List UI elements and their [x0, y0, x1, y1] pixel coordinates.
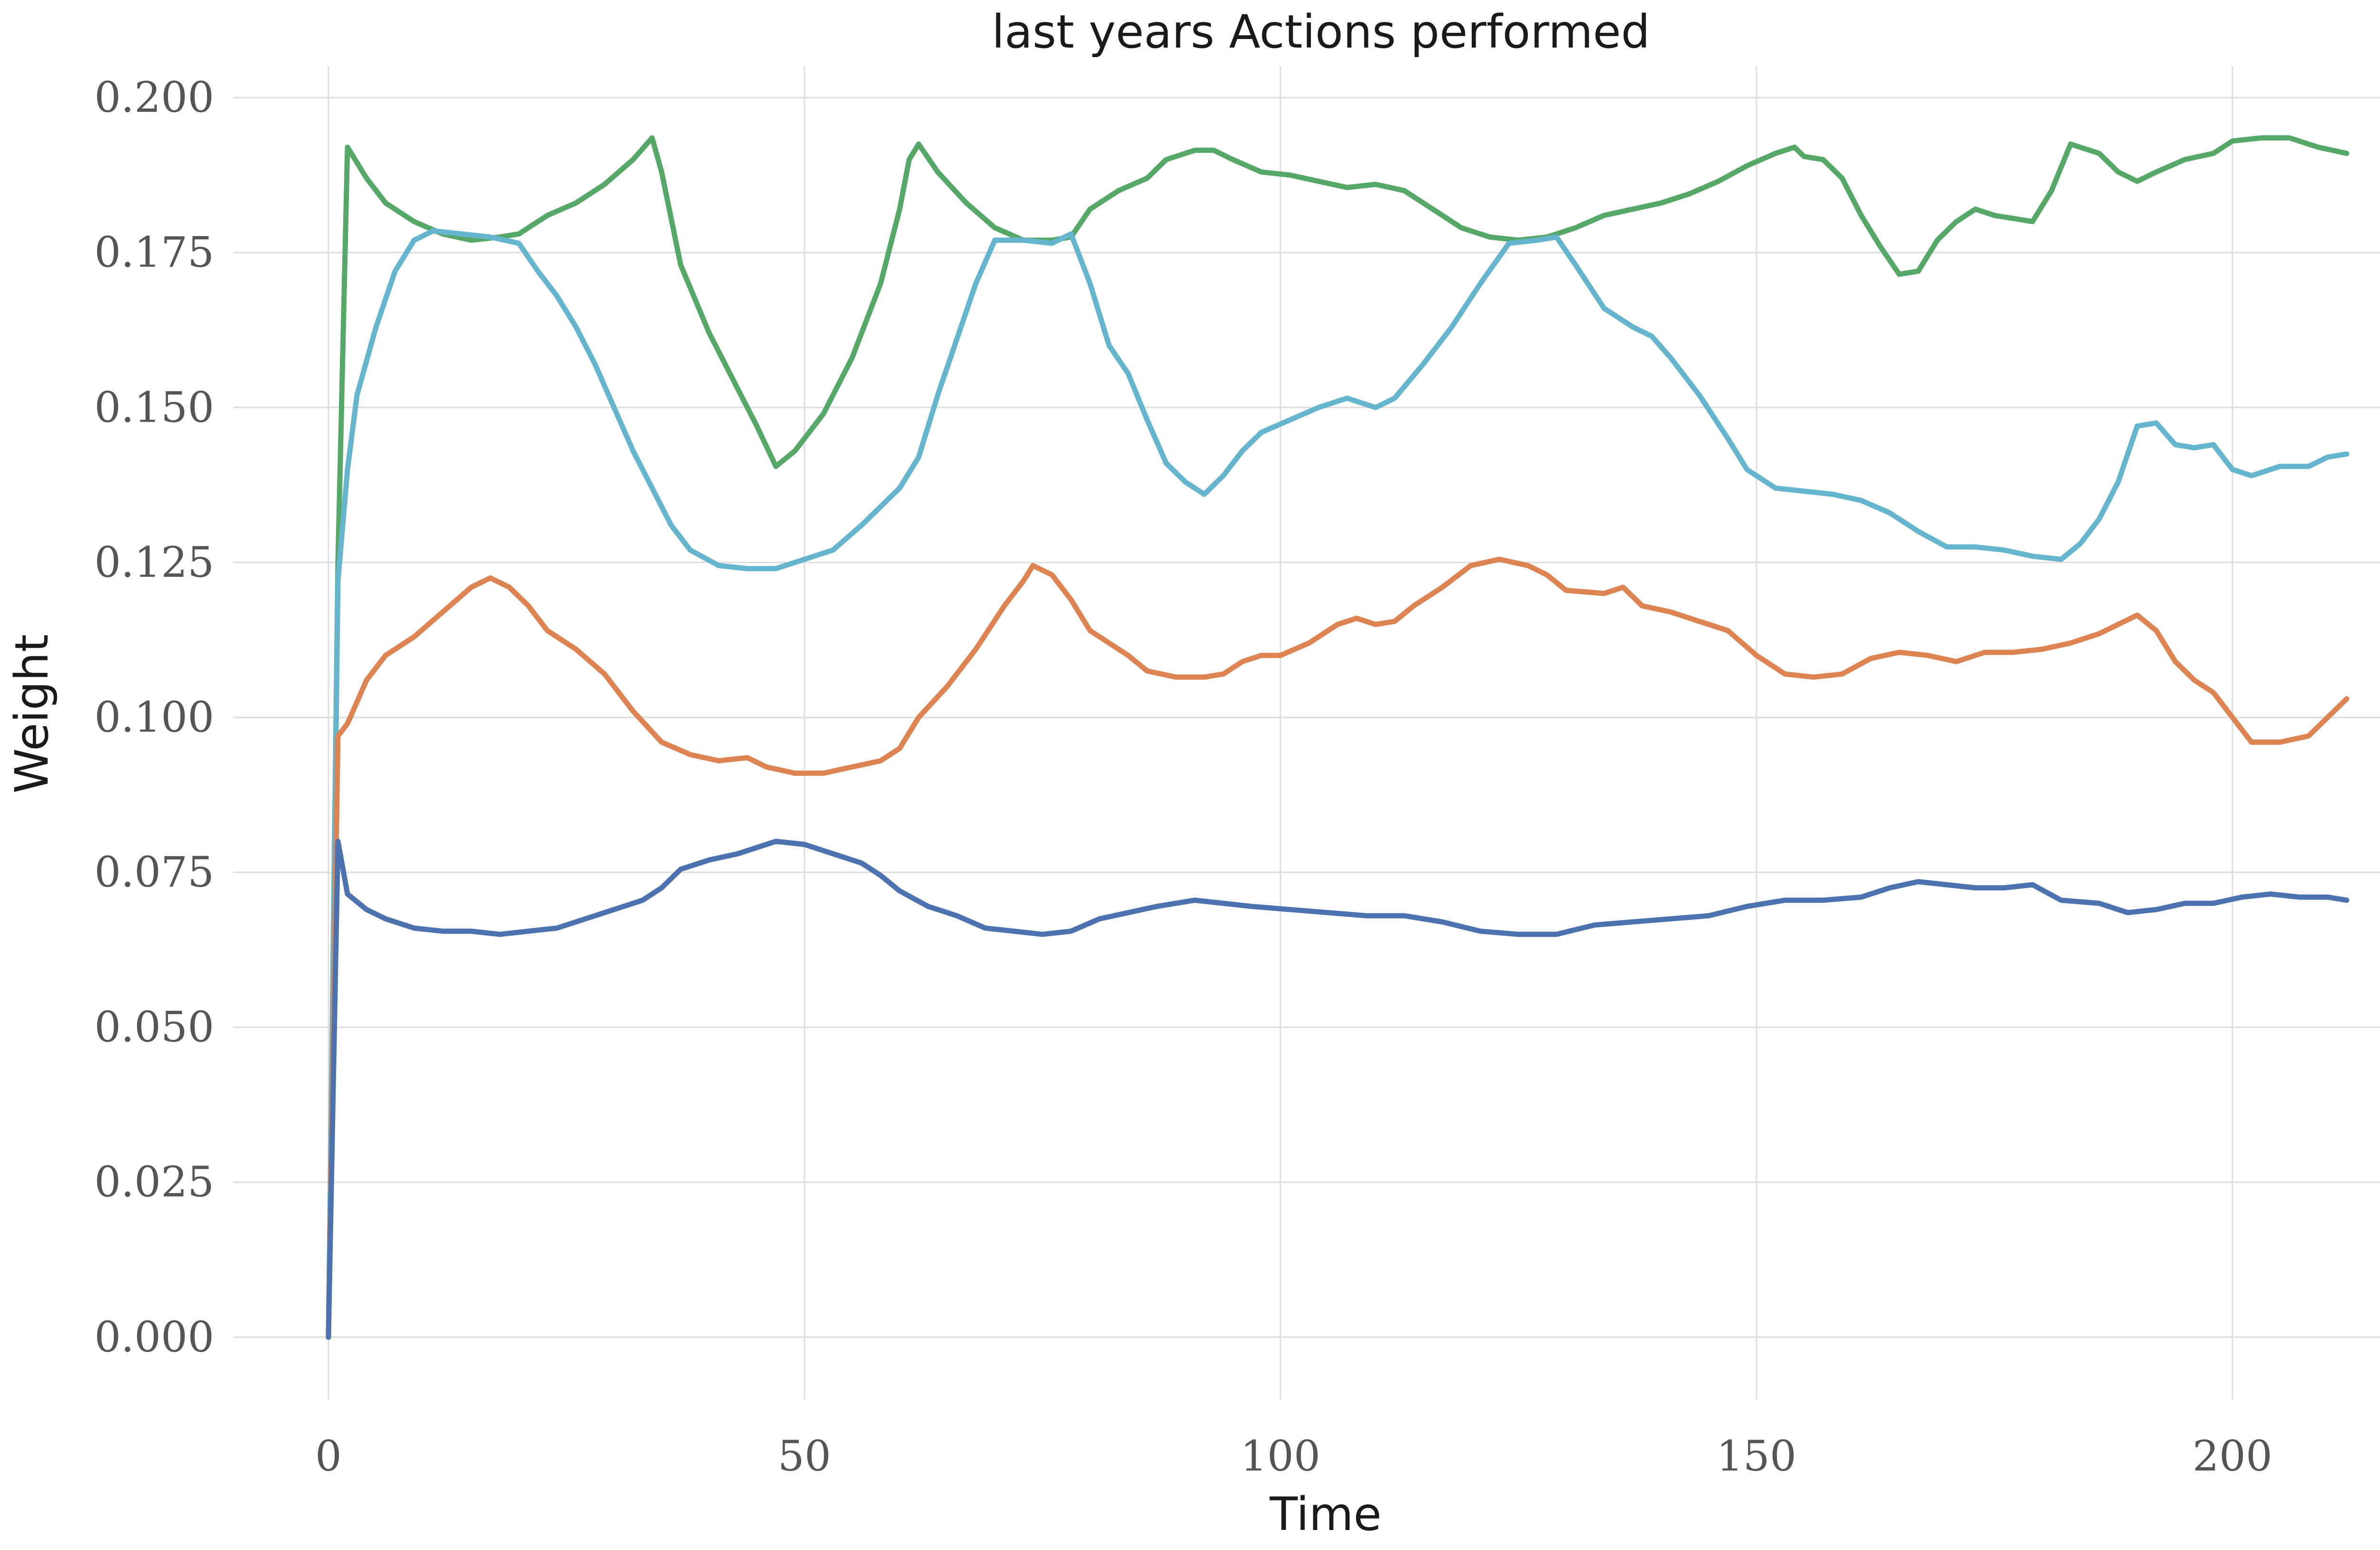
x-tick-label: 150 [1716, 1432, 1796, 1481]
x-axis-label: Time [1269, 1488, 1382, 1541]
y-tick-label: 0.050 [94, 1003, 214, 1052]
grid-layer [233, 67, 2380, 1399]
y-tick-label: 0.125 [94, 538, 214, 587]
y-tick-label: 0.175 [94, 228, 214, 277]
series-line-3 [326, 556, 2350, 1340]
y-tick-label: 0.150 [94, 383, 214, 432]
series-line-4 [326, 839, 2350, 1340]
series-line-2 [326, 228, 2350, 1340]
y-tick-label: 0.200 [94, 73, 214, 122]
tick-layer: 0.000 0.025 0.050 0.075 0.100 0.125 0.150 0.175… [94, 73, 2272, 1481]
x-tick-label: 100 [1240, 1432, 1320, 1481]
x-tick-label: 50 [778, 1432, 831, 1481]
series-line-1 [326, 135, 2350, 1340]
y-tick-label: 0.075 [94, 848, 214, 897]
x-tick-label: 200 [2192, 1432, 2272, 1481]
series-layer [326, 135, 2350, 1340]
x-tick-label: 0 [315, 1432, 342, 1481]
y-tick-label: 0.025 [94, 1157, 214, 1206]
y-tick-label: 0.000 [94, 1313, 214, 1362]
y-tick-label: 0.100 [94, 692, 214, 741]
chart-title: last years Actions performed [992, 5, 1650, 59]
y-axis-label: Weight [5, 634, 59, 793]
